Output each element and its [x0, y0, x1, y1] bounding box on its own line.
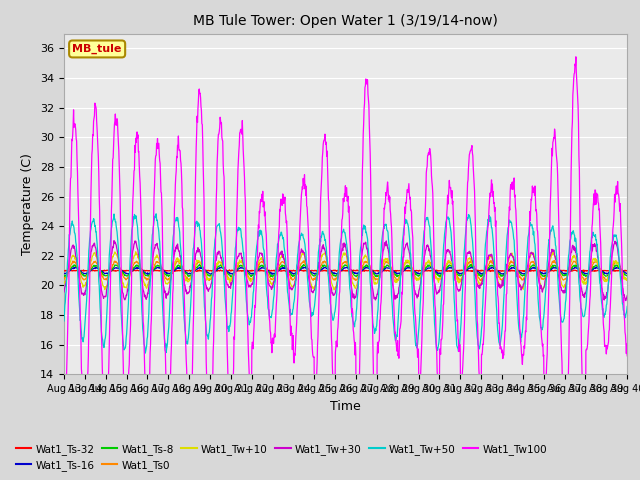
Y-axis label: Temperature (C): Temperature (C): [22, 153, 35, 255]
Title: MB Tule Tower: Open Water 1 (3/19/14-now): MB Tule Tower: Open Water 1 (3/19/14-now…: [193, 14, 498, 28]
Legend: Wat1_Ts-32, Wat1_Ts-16, Wat1_Ts-8, Wat1_Ts0, Wat1_Tw+10, Wat1_Tw+30, Wat1_Tw+50,: Wat1_Ts-32, Wat1_Ts-16, Wat1_Ts-8, Wat1_…: [12, 439, 552, 475]
Text: MB_tule: MB_tule: [72, 44, 122, 54]
X-axis label: Time: Time: [330, 400, 361, 413]
